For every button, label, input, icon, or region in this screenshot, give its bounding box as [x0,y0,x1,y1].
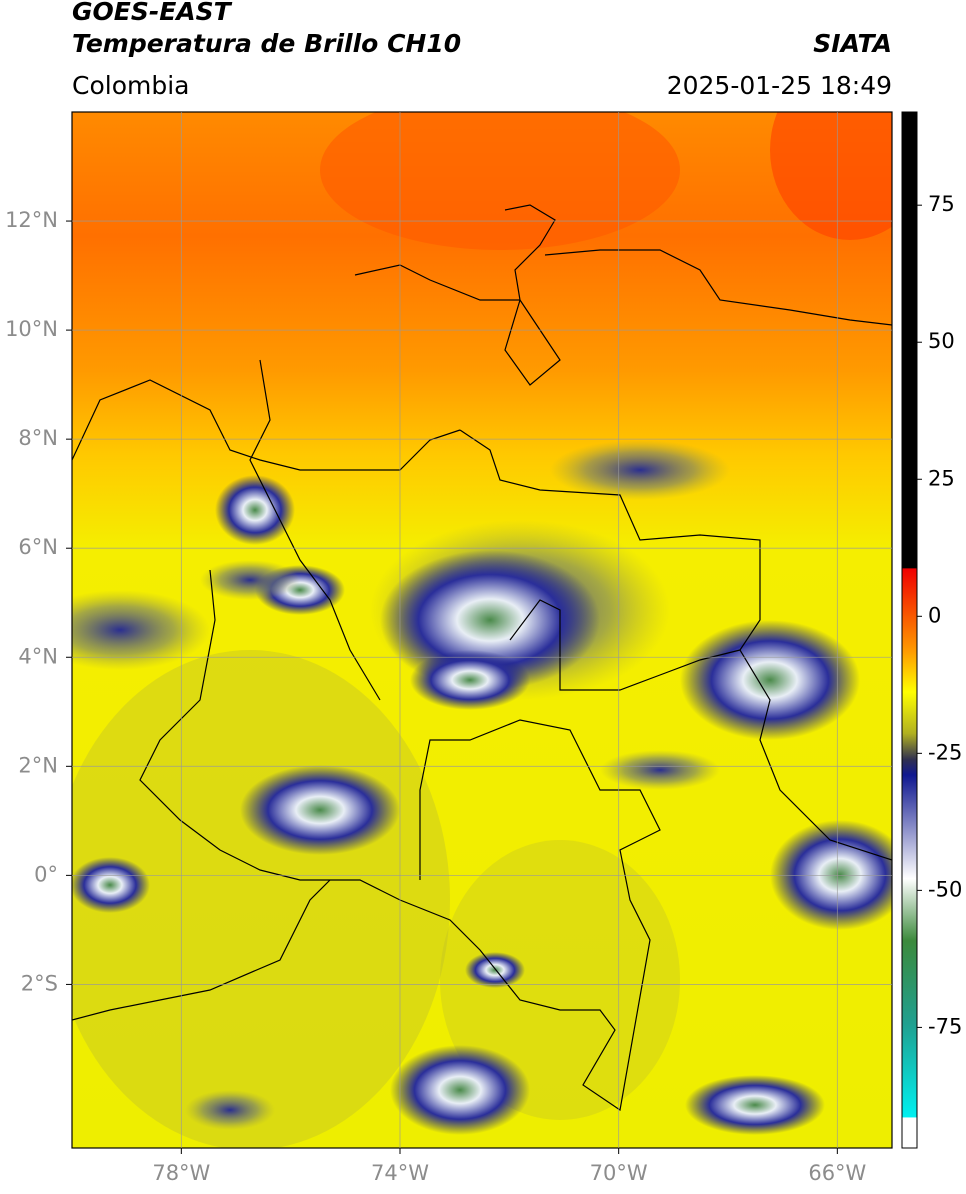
subtitle: Temperatura de Brillo CH10 [72,29,461,58]
colorbar-label: -25 [928,740,962,764]
x-tick-label: 66°W [808,1161,866,1185]
colorbar-label: 25 [928,466,955,490]
x-tick-label: 74°W [371,1161,429,1185]
colorbar-label: 75 [928,192,955,216]
y-tick-label: 2°S [21,971,58,995]
region: Colombia [72,71,189,100]
y-tick-label: 6°N [18,535,58,559]
y-tick-label: 0° [34,862,58,886]
y-tick-label: 2°N [18,753,58,777]
map-frame [71,111,893,1149]
x-tick-label: 70°W [590,1161,648,1185]
colorbar-label: -50 [928,877,962,901]
colorbar [901,111,918,1149]
y-tick-label: 8°N [18,426,58,450]
imagery [72,112,892,1148]
y-tick-label: 4°N [18,644,58,668]
title: GOES-EAST [72,0,233,26]
x-tick-label: 78°W [152,1161,210,1185]
y-tick-label: 10°N [5,317,58,341]
source: SIATA [813,29,892,58]
y-tick-label: 12°N [5,208,58,232]
colorbar-label: 0 [928,603,941,627]
colorbar-label: 50 [928,329,955,353]
colorbar-label: -75 [928,1014,962,1038]
datetime: 2025-01-25 18:49 [667,71,892,100]
